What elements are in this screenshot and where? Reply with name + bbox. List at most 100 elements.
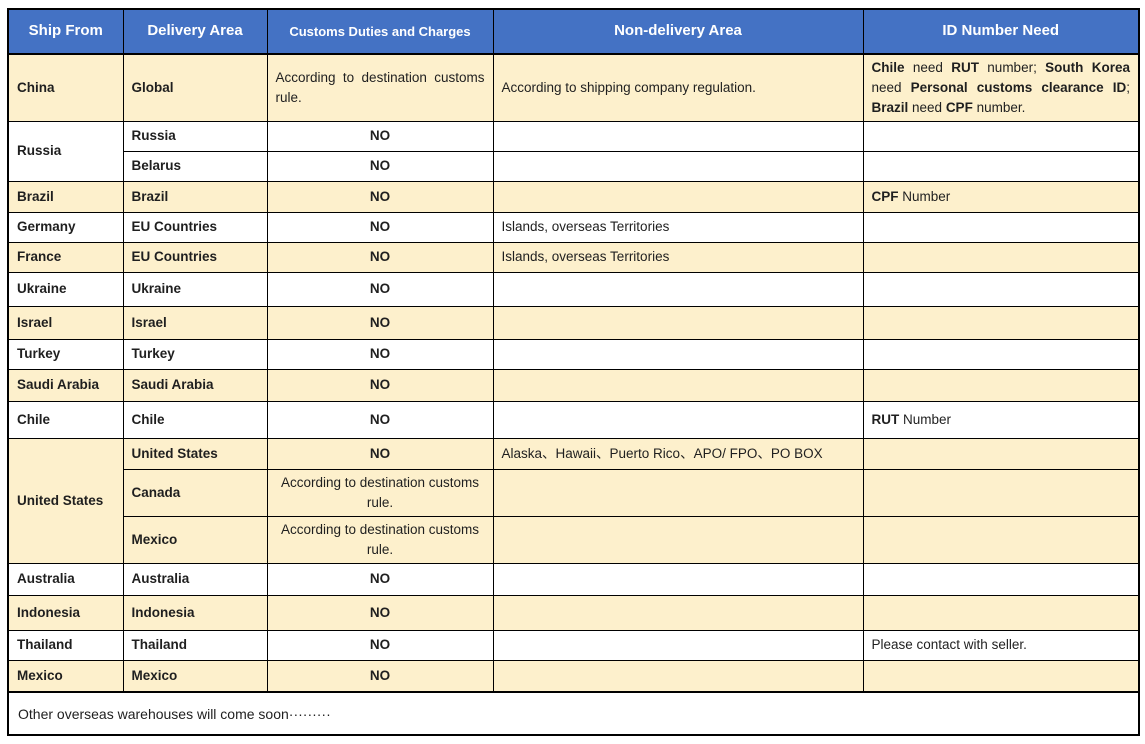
cell-nondelivery-brazil [492,180,864,213]
cell-delivery-ukraine: Ukraine [122,271,268,307]
cell-delivery-germany: EU Countries [122,211,268,243]
cell-nondelivery-france: Islands, overseas Territories [492,241,864,273]
cell-customs-united-states: NO [266,437,494,470]
cell-id-thailand: Please contact with seller. [862,629,1140,661]
cell-delivery-belarus: Belarus [122,150,268,182]
cell-ship-from-ukraine: Ukraine [7,271,124,307]
header-id-number-need: ID Number Need [862,8,1140,55]
table-row: Germany EU Countries NO Islands, overseas T… [7,211,1140,243]
rich-text-segment: Brazil [871,99,909,115]
cell-id-united-states [862,437,1140,470]
cell-nondelivery-mexico [492,659,864,693]
table-body: China Global According to destination cust… [7,53,1140,693]
footer-row: Other overseas warehouses will come soon… [7,691,1140,736]
table-row: Belarus NO [8,150,1140,182]
header-ship-from: Ship From [7,8,124,55]
cell-delivery-mexico-us: Mexico [122,515,268,564]
rich-text-segment: Number [898,188,951,204]
cell-id-mexico [862,659,1140,693]
cell-delivery-france: EU Countries [122,241,268,273]
table-row: Mexico According to destination customs r… [8,515,1140,564]
rich-text-segment: need [908,99,946,115]
cell-customs-indonesia: NO [266,594,494,631]
rich-text-segment: number; [978,60,1046,75]
footer-note: Other overseas warehouses will come soon… [7,691,1140,736]
cell-customs-chile: NO [266,400,494,439]
cell-id-russia [862,120,1140,152]
cell-customs-france: NO [266,241,494,273]
cell-customs-israel: NO [266,305,494,340]
rich-text-segment: Personal customs clearance ID [910,79,1127,95]
cell-nondelivery-china: According to shipping company regulation… [492,53,864,122]
cell-nondelivery-israel [492,305,864,340]
shipping-table: Ship From Delivery Area Customs Duties a… [7,8,1140,737]
cell-nondelivery-turkey [492,338,864,370]
cell-ship-from-russia: Russia [7,120,124,182]
rich-text-segment: need [871,79,911,95]
cell-ship-from-turkey: Turkey [7,338,124,370]
cell-nondelivery-chile [492,400,864,439]
cell-customs-brazil: NO [266,180,494,213]
cell-id-saudi-arabia [862,368,1140,402]
cell-ship-from-australia: Australia [7,562,124,596]
rich-text-segment: RUT [951,60,979,75]
header-delivery-area: Delivery Area [122,8,268,55]
cell-delivery-russia: Russia [122,120,268,152]
cell-ship-from-united-states: United States [7,437,124,564]
cell-ship-from-indonesia: Indonesia [7,594,124,631]
rich-text-segment: South Korea [1045,60,1130,75]
table-row: China Global According to destination cust… [7,53,1140,122]
cell-ship-from-thailand: Thailand [7,629,124,661]
cell-id-turkey [862,338,1140,370]
cell-ship-from-saudi-arabia: Saudi Arabia [7,368,124,402]
cell-ship-from-china: China [7,53,124,122]
table-row: Chile Chile NO RUT Number [7,400,1140,439]
cell-nondelivery-germany: Islands, overseas Territories [492,211,864,243]
cell-id-chile: RUT Number [862,400,1140,439]
cell-id-indonesia [862,594,1140,631]
cell-delivery-thailand: Thailand [122,629,268,661]
table-footer: Other overseas warehouses will come soon… [7,691,1140,736]
cell-customs-canada: According to destination customs rule. [266,468,494,517]
table-row: Ukraine Ukraine NO [7,271,1140,307]
cell-nondelivery-mexico-us [492,515,864,564]
cell-nondelivery-belarus [492,150,864,182]
cell-customs-mexico-us: According to destination customs rule. [266,515,494,564]
header-row: Ship From Delivery Area Customs Duties a… [7,8,1140,55]
cell-delivery-canada: Canada [122,468,268,517]
rich-text-segment: Number [899,411,952,427]
cell-delivery-global: Global [122,53,268,122]
table-row: Brazil Brazil NO CPF Number [7,180,1140,213]
rich-text-segment: ; [1126,79,1130,95]
table-row: Australia Australia NO [7,562,1140,596]
cell-id-germany [862,211,1140,243]
table-header: Ship From Delivery Area Customs Duties a… [7,8,1140,55]
cell-customs-thailand: NO [266,629,494,661]
cell-delivery-chile: Chile [122,400,268,439]
cell-id-mexico-us [862,515,1140,564]
cell-id-canada [862,468,1140,517]
cell-id-belarus [862,150,1140,182]
cell-ship-from-brazil: Brazil [7,180,124,213]
cell-delivery-israel: Israel [122,305,268,340]
table-row: Canada According to destination customs r… [8,468,1140,517]
cell-customs-saudi-arabia: NO [266,368,494,402]
cell-id-australia [862,562,1140,596]
cell-nondelivery-canada [492,468,864,517]
cell-customs-russia: NO [266,120,494,152]
rich-text-segment: CPF [945,99,973,115]
cell-id-france [862,241,1140,273]
cell-id-israel [862,305,1140,340]
table-row: Saudi Arabia Saudi Arabia NO [7,368,1140,402]
rich-text-segment: need [904,60,952,75]
cell-delivery-brazil: Brazil [122,180,268,213]
cell-customs-belarus: NO [266,150,494,182]
cell-customs-china: According to destination customs rule. [266,53,494,122]
cell-delivery-mexico: Mexico [122,659,268,693]
cell-nondelivery-ukraine [492,271,864,307]
cell-nondelivery-indonesia [492,594,864,631]
table-row: Russia Russia NO [7,120,1140,182]
cell-customs-ukraine: NO [266,271,494,307]
cell-nondelivery-united-states: Alaska、Hawaii、Puerto Rico、APO/ FPO、PO BO… [492,437,864,470]
